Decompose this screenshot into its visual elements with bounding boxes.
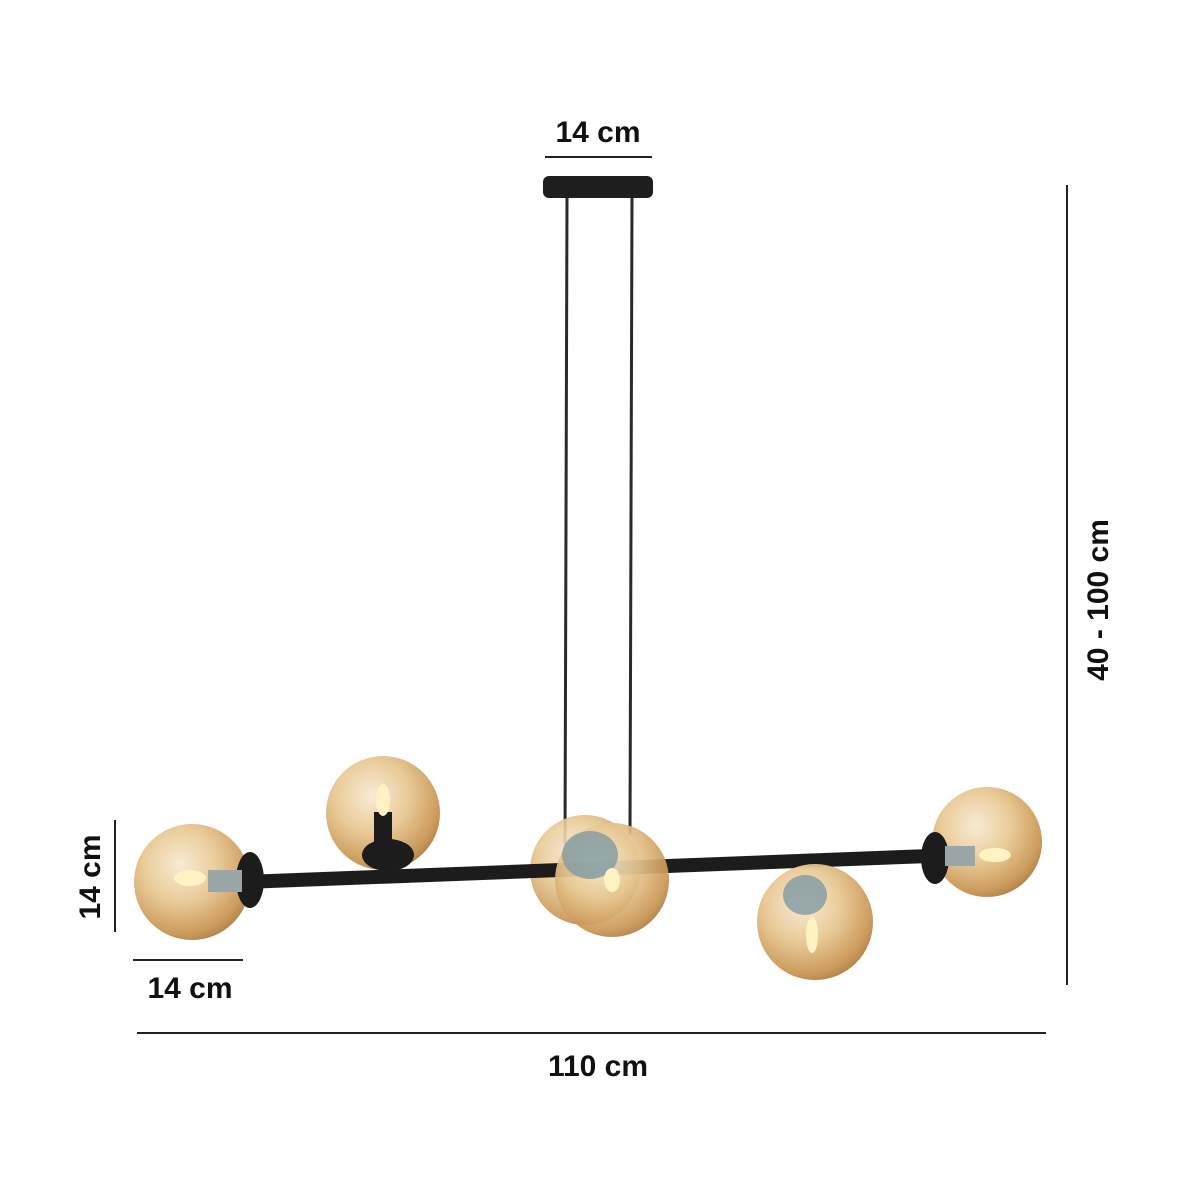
- height-label: 40 - 100 cm: [1082, 519, 1115, 681]
- ceiling-canopy: [543, 176, 653, 198]
- globe-height-label: 14 cm: [74, 834, 107, 919]
- glass-globe: [555, 823, 669, 937]
- suspension-cable: [563, 197, 569, 846]
- glass-globe: [757, 864, 873, 980]
- suspension-cable: [628, 197, 634, 836]
- globe-width-label: 14 cm: [147, 972, 232, 1005]
- total-width-label: 110 cm: [548, 1050, 648, 1083]
- glass-globe: [921, 787, 1042, 897]
- glass-globe: [326, 756, 440, 871]
- canopy-width-label: 14 cm: [555, 116, 640, 149]
- glass-globe: [134, 824, 264, 940]
